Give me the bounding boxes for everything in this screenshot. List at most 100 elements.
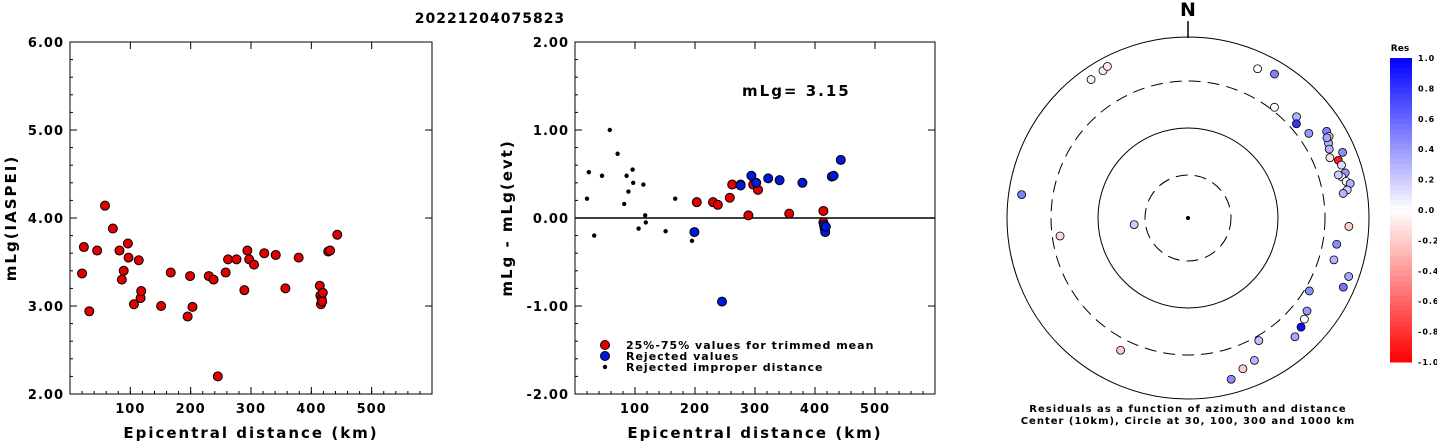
colorbar-segment bbox=[1390, 169, 1412, 176]
residual-y-tick-label: -2.00 bbox=[527, 388, 569, 403]
magnitude-point bbox=[107, 223, 118, 234]
magnitude-point bbox=[78, 242, 89, 253]
residual-panel: 100 200 300 400 500 -2.00 -1.00 0.00 1.00 2.00 mL… bbox=[498, 36, 936, 441]
azimuth-point bbox=[1055, 231, 1065, 241]
azimuth-point bbox=[1344, 222, 1354, 231]
magnitude-point bbox=[249, 259, 260, 270]
rejected-residual-point bbox=[746, 170, 757, 181]
magnitude-point bbox=[317, 287, 328, 298]
colorbar-tick-label: -0.2 bbox=[1418, 236, 1437, 245]
azimuth-point bbox=[1338, 147, 1348, 157]
magnitude-point bbox=[212, 371, 223, 382]
azimuth-panel: N Residuals as a function of azimuth and… bbox=[1006, 0, 1437, 427]
magnitude-point bbox=[332, 229, 343, 240]
colorbar-segment bbox=[1390, 280, 1412, 287]
polar-caption-line1: Residuals as a function of azimuth and d… bbox=[1029, 404, 1346, 415]
azimuth-point bbox=[1129, 220, 1139, 230]
legend-marker-accepted bbox=[600, 340, 610, 350]
colorbar-segment bbox=[1390, 144, 1412, 150]
colorbar-segment bbox=[1390, 275, 1412, 282]
magnitude-x-axis-label: Epicentral distance (km) bbox=[123, 424, 378, 441]
improper-distance-point bbox=[636, 226, 641, 231]
colorbar-segment bbox=[1390, 255, 1412, 262]
colorbar-segment bbox=[1390, 210, 1412, 216]
residual-y-axis-label: mLg - mLg(evt) bbox=[498, 139, 516, 296]
colorbar-segment bbox=[1390, 240, 1412, 246]
colorbar-segment bbox=[1390, 326, 1412, 333]
colorbar-segment bbox=[1390, 154, 1412, 160]
accepted-residual-point bbox=[712, 199, 723, 210]
ring-300km bbox=[1050, 80, 1326, 356]
colorbar-segment bbox=[1390, 118, 1412, 125]
colorbar-segment bbox=[1390, 341, 1412, 348]
magnitude-point bbox=[185, 271, 196, 282]
improper-distance-point bbox=[615, 151, 620, 156]
colorbar-tick-label: -0.6 bbox=[1418, 297, 1437, 306]
colorbar-segment bbox=[1390, 179, 1412, 186]
improper-distance-point bbox=[630, 167, 635, 172]
residual-x-tick-label: 100 bbox=[620, 402, 650, 417]
colorbar-segment bbox=[1390, 63, 1412, 69]
colorbar-segment bbox=[1390, 189, 1412, 196]
azimuth-point bbox=[1338, 189, 1348, 198]
residual-legend: 25%-75% values for trimmed mean Rejected… bbox=[600, 339, 874, 374]
colorbar-segment bbox=[1390, 270, 1412, 277]
magnitude-point bbox=[99, 200, 110, 211]
colorbar-segment bbox=[1390, 113, 1412, 120]
azimuth-point bbox=[1324, 144, 1334, 154]
magnitude-point bbox=[182, 311, 193, 322]
legend-label-rejected: Rejected values bbox=[626, 350, 739, 363]
accepted-residual-point bbox=[818, 205, 829, 216]
colorbar-segment bbox=[1390, 351, 1412, 358]
colorbar-tick-label: -1.0 bbox=[1418, 358, 1437, 367]
magnitude-point bbox=[77, 268, 88, 279]
colorbar-segment bbox=[1390, 356, 1412, 363]
magnitude-point bbox=[114, 245, 125, 256]
magnitude-point bbox=[239, 285, 250, 296]
azimuth-point bbox=[1344, 272, 1354, 281]
colorbar-segment bbox=[1390, 78, 1412, 84]
magnitude-axis-ticks: 100 200 300 400 500 2.00 3.00 4.00 5.00 6.00 bbox=[28, 36, 432, 417]
legend-label-improper: Rejected improper distance bbox=[626, 361, 823, 374]
colorbar-segment bbox=[1390, 225, 1412, 231]
azimuth-point bbox=[1116, 345, 1126, 355]
legend-marker-improper bbox=[602, 364, 608, 370]
magnitude-point bbox=[270, 249, 281, 260]
azimuth-point bbox=[1296, 322, 1306, 332]
magnitude-point bbox=[116, 274, 127, 285]
magnitude-point bbox=[128, 299, 139, 310]
colorbar-segment bbox=[1390, 336, 1412, 343]
azimuth-point bbox=[1332, 239, 1342, 249]
colorbar-segment bbox=[1390, 230, 1412, 236]
colorbar-segment bbox=[1390, 296, 1412, 302]
accepted-residual-point bbox=[724, 192, 735, 203]
ring-1000km bbox=[1006, 36, 1370, 400]
polar-caption-line2: Center (10km), Circle at 30, 100, 300 an… bbox=[1021, 416, 1356, 427]
colorbar-segment bbox=[1390, 220, 1412, 226]
improper-distance-point bbox=[643, 220, 648, 225]
magnitude-point bbox=[187, 301, 198, 312]
magnitude-plot-frame bbox=[69, 41, 433, 395]
north-label: N bbox=[1180, 0, 1196, 21]
colorbar-segment bbox=[1390, 149, 1412, 155]
legend-label-accepted: 25%-75% values for trimmed mean bbox=[626, 339, 874, 352]
azimuth-point bbox=[1254, 336, 1264, 346]
magnitude-point bbox=[122, 238, 133, 249]
colorbar-segment bbox=[1390, 139, 1412, 145]
colorbar-segment bbox=[1390, 159, 1412, 165]
colorbar-tick-label: 0.4 bbox=[1418, 145, 1435, 154]
magnitude-point bbox=[325, 245, 336, 256]
colorbar-segment bbox=[1390, 265, 1412, 272]
magnitude-point bbox=[317, 296, 328, 307]
azimuth-point bbox=[1270, 69, 1279, 79]
magnitude-point bbox=[118, 265, 129, 276]
improper-distance-point bbox=[584, 196, 590, 201]
improper-distance-point bbox=[663, 229, 668, 234]
colorbar-tick-label: -0.8 bbox=[1418, 328, 1437, 337]
improper-distance-point bbox=[592, 233, 597, 238]
rejected-residual-point bbox=[735, 180, 746, 191]
accepted-residual-point bbox=[691, 197, 702, 208]
colorbar-tick-label: -0.4 bbox=[1418, 267, 1437, 276]
colorbar-segment bbox=[1390, 199, 1412, 206]
